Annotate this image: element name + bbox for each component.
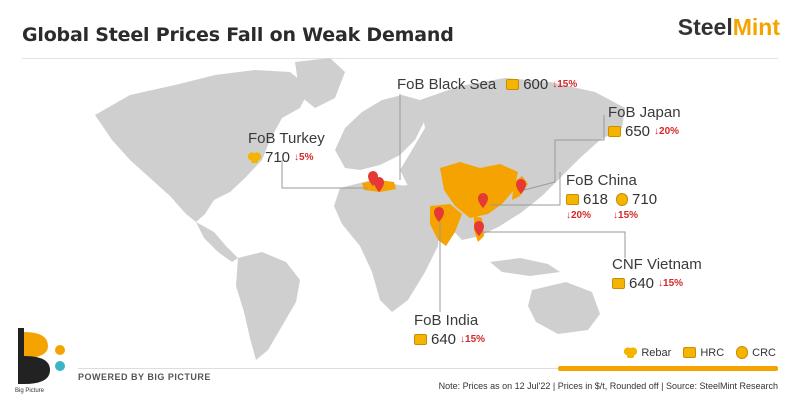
price-row: 650 ↓20% — [608, 123, 681, 140]
hrc-icon — [612, 278, 625, 289]
europe — [335, 95, 425, 170]
pins — [368, 171, 526, 236]
pin-india-icon — [434, 207, 444, 222]
market-name: CNF Vietnam — [612, 256, 702, 273]
price-change: ↓15% — [552, 79, 578, 90]
crc-icon — [736, 346, 749, 359]
big-picture-logo-icon — [18, 328, 65, 384]
price-row: 640 ↓15% — [414, 331, 485, 348]
pin-vietnam-icon — [474, 221, 484, 236]
pin-china-icon — [478, 193, 488, 208]
hrc-icon — [414, 334, 427, 345]
indonesia — [490, 258, 560, 276]
hrc-icon — [566, 194, 579, 205]
hrc-icon — [608, 126, 621, 137]
powered-by: POWERED BY BIG PICTURE — [78, 372, 211, 382]
market-name: FoB Japan — [608, 104, 681, 121]
market-cnf-vietnam: CNF Vietnam 640 ↓15% — [612, 256, 702, 292]
price-value: 600 — [523, 76, 549, 93]
crc-icon — [616, 193, 629, 206]
price-value: 640 — [629, 275, 655, 292]
price-value: 710 — [265, 149, 291, 166]
connector-vietnam — [478, 231, 626, 258]
market-fob-turkey: FoB Turkey 710 ↓5% — [248, 130, 325, 166]
price-row: 710 ↓5% — [248, 149, 325, 166]
legend-label: CRC — [752, 346, 776, 359]
legend-item-rebar: Rebar — [624, 346, 671, 359]
price-row: FoB Black Sea 600 ↓15% — [397, 76, 577, 93]
price-change: ↓20% — [566, 210, 592, 221]
market-name: FoB Black Sea — [397, 76, 497, 93]
price-value: 618 — [583, 191, 609, 208]
hrc-icon — [683, 347, 697, 358]
market-name: FoB Turkey — [248, 130, 325, 147]
logo-text-steel: Steel — [677, 14, 733, 40]
price-value: 710 — [632, 191, 658, 208]
rebar-icon — [624, 347, 638, 358]
pin-turkey-2-icon — [374, 177, 384, 192]
price-change: ↓15% — [613, 210, 639, 221]
price-change: ↓20% — [654, 126, 680, 137]
price-change: ↓15% — [658, 278, 684, 289]
legend-item-crc: CRC — [736, 346, 776, 359]
market-name: FoB India — [414, 312, 479, 329]
big-picture-caption: Big Picture — [15, 388, 45, 394]
legend-label: Rebar — [641, 346, 672, 359]
africa — [334, 180, 440, 312]
price-value: 650 — [625, 123, 651, 140]
market-fob-japan: FoB Japan 650 ↓20% — [608, 104, 681, 140]
market-name: FoB China — [566, 172, 637, 189]
hrc-icon — [506, 79, 520, 90]
header-divider — [22, 58, 778, 59]
australia — [528, 282, 600, 334]
south-america — [236, 252, 300, 360]
source-note: Note: Prices as on 12 Jul'22 | Prices in… — [438, 381, 778, 391]
footer-accent-bar — [78, 366, 778, 371]
central-america — [196, 222, 238, 262]
greenland — [295, 58, 345, 108]
north-america — [95, 70, 310, 222]
steelmint-logo: SteelMint — [678, 14, 780, 41]
logo-text-mint: Mint — [732, 14, 780, 40]
legend-label: HRC — [700, 346, 725, 359]
market-fob-india: FoB India 640 ↓15% — [414, 312, 485, 348]
market-fob-china: FoB China 618 710 ↓20% ↓15% — [566, 172, 657, 221]
price-row: 618 710 — [566, 191, 657, 208]
price-change: ↓5% — [294, 152, 314, 163]
legend-item-hrc: HRC — [683, 346, 724, 359]
legend: Rebar HRC CRC — [624, 346, 776, 359]
pin-japan-icon — [516, 179, 526, 194]
price-change: ↓15% — [460, 334, 486, 345]
change-row: ↓20% ↓15% — [566, 210, 657, 221]
connector-japan — [523, 115, 605, 191]
page-title: Global Steel Prices Fall on Weak Demand — [22, 24, 454, 46]
rebar-icon — [248, 152, 261, 163]
china-highlight — [440, 162, 518, 218]
price-value: 640 — [431, 331, 457, 348]
market-fob-black-sea: FoB Black Sea 600 ↓15% — [397, 74, 577, 93]
connector-china — [490, 172, 561, 206]
connector-turkey — [281, 160, 368, 189]
price-row: 640 ↓15% — [612, 275, 702, 292]
